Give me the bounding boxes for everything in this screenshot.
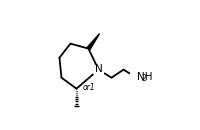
Text: 2: 2 <box>141 74 146 83</box>
Polygon shape <box>87 34 99 50</box>
Text: or1: or1 <box>82 83 95 92</box>
Text: NH: NH <box>137 72 152 82</box>
Text: N: N <box>95 64 102 74</box>
